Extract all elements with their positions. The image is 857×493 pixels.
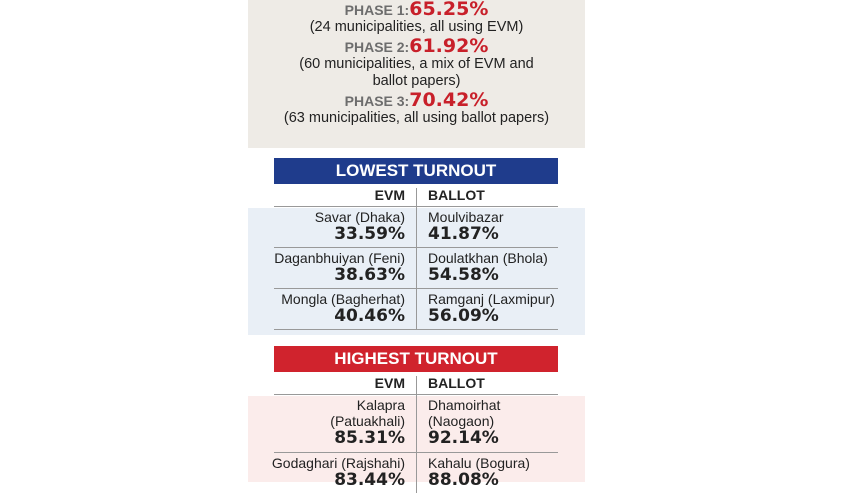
highest-turnout-header: HIGHEST TURNOUT xyxy=(274,346,558,372)
divider xyxy=(416,453,417,493)
turnout-pct: 33.59% xyxy=(334,224,405,244)
municipality-name: Moulvibazar xyxy=(428,209,504,225)
municipality-name: Doulatkhan (Bhola) xyxy=(428,250,548,266)
ballot-cell: Ramganj (Laxmipur) 56.09% xyxy=(428,291,568,326)
phase-summary: PHASE 1:65.25% (24 municipalities, all u… xyxy=(248,0,585,148)
municipality-name: Savar (Dhaka) xyxy=(314,209,405,225)
table-row: Godaghari (Rajshahi) 83.44% Kahalu (Bogur… xyxy=(272,452,558,493)
table-row: Savar (Dhaka) 33.59% Moulvibazar 41.87% xyxy=(274,206,558,248)
phase-3: PHASE 3:70.42% xyxy=(248,89,585,111)
evm-cell: Savar (Dhaka) 33.59% xyxy=(265,209,405,244)
phase-value: 70.42% xyxy=(409,89,489,111)
evm-cell: Daganbhuiyan (Feni) 38.63% xyxy=(265,250,405,285)
phase-desc: ballot papers) xyxy=(372,73,461,89)
turnout-pct: 92.14% xyxy=(428,428,499,448)
evm-column-header: EVM xyxy=(374,187,405,203)
turnout-pct: 83.44% xyxy=(334,470,405,490)
divider xyxy=(416,207,417,248)
phase-2: PHASE 2:61.92% xyxy=(248,35,585,57)
municipality-name: Mongla (Bagherhat) xyxy=(281,291,405,307)
evm-cell: Godaghari (Rajshahi) 83.44% xyxy=(265,455,405,490)
evm-column-header: EVM xyxy=(374,375,405,391)
municipality-name: Daganbhuiyan (Feni) xyxy=(274,250,405,266)
phase-desc: (24 municipalities, all using EVM) xyxy=(309,19,524,35)
table-row: Kalapra (Patuakhali) 85.31% Dhamoirhat (N… xyxy=(274,394,558,453)
ballot-cell: Kahalu (Bogura) 88.08% xyxy=(428,455,568,490)
municipality-name: Ramganj (Laxmipur) xyxy=(428,291,555,307)
phase-desc: (60 municipalities, a mix of EVM and xyxy=(299,56,534,72)
divider xyxy=(416,395,417,453)
ballot-cell: Moulvibazar 41.87% xyxy=(428,209,568,244)
turnout-pct: 85.31% xyxy=(334,428,405,448)
municipality-name: Kalapra (Patuakhali) xyxy=(330,397,405,429)
phase-label: PHASE 3: xyxy=(344,93,410,109)
divider xyxy=(416,376,417,394)
municipality-name: Kahalu (Bogura) xyxy=(428,455,530,471)
table-row: Daganbhuiyan (Feni) 38.63% Doulatkhan (Bh… xyxy=(274,247,558,289)
phase-desc: (63 municipalities, all using ballot pap… xyxy=(283,110,550,126)
divider xyxy=(416,188,417,206)
divider xyxy=(274,329,558,330)
divider xyxy=(416,248,417,289)
phase-label: PHASE 1: xyxy=(344,2,410,18)
column-headers: EVM BALLOT xyxy=(274,184,558,206)
ballot-column-header: BALLOT xyxy=(428,375,485,391)
turnout-pct: 38.63% xyxy=(334,265,405,285)
phase-value: 65.25% xyxy=(409,0,489,20)
highest-turnout-table: Kalapra (Patuakhali) 85.31% Dhamoirhat (N… xyxy=(248,394,585,493)
turnout-pct: 54.58% xyxy=(428,265,499,285)
turnout-pct: 88.08% xyxy=(428,470,499,490)
municipality-name: Dhamoirhat (Naogaon) xyxy=(428,397,501,429)
ballot-cell: Doulatkhan (Bhola) 54.58% xyxy=(428,250,568,285)
evm-cell: Mongla (Bagherhat) 40.46% xyxy=(265,291,405,326)
phase-1: PHASE 1:65.25% xyxy=(248,0,585,20)
table-row: Mongla (Bagherhat) 40.46% Ramganj (Laxmip… xyxy=(274,288,558,330)
lowest-turnout-table: Savar (Dhaka) 33.59% Moulvibazar 41.87% Da… xyxy=(248,206,585,335)
lowest-turnout-header: LOWEST TURNOUT xyxy=(274,158,558,184)
ballot-cell: Dhamoirhat (Naogaon) 92.14% xyxy=(428,397,508,448)
turnout-pct: 40.46% xyxy=(334,306,405,326)
phase-value: 61.92% xyxy=(409,35,489,57)
phase-label: PHASE 2: xyxy=(344,39,410,55)
municipality-name: Godaghari (Rajshahi) xyxy=(271,455,405,471)
turnout-pct: 56.09% xyxy=(428,306,499,326)
turnout-pct: 41.87% xyxy=(428,224,499,244)
ballot-column-header: BALLOT xyxy=(428,187,485,203)
column-headers: EVM BALLOT xyxy=(274,372,558,394)
divider xyxy=(416,289,417,330)
evm-cell: Kalapra (Patuakhali) 85.31% xyxy=(325,397,405,448)
